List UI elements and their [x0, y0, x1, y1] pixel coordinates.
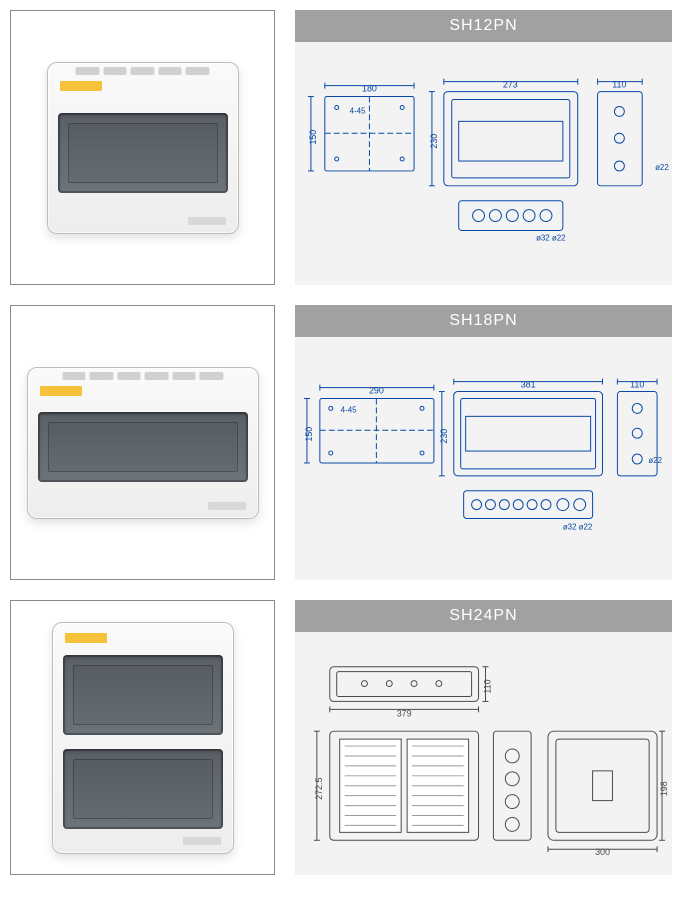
warning-label	[65, 633, 107, 643]
technical-drawing: 180 150 4-45 273 230 110	[295, 42, 672, 285]
product-photo	[27, 367, 259, 519]
dim-back-w: 290	[369, 386, 384, 396]
enclosure	[52, 622, 234, 854]
window-cover	[58, 113, 228, 193]
dim-front-w: 381	[521, 380, 536, 390]
nameplate	[208, 502, 246, 510]
product-photo-cell	[10, 305, 275, 580]
diagram-cell: SH12PN 180 150 4-45	[295, 10, 672, 285]
side-ko: ø22	[648, 456, 662, 465]
diagram-cell: SH24PN 379 110	[295, 600, 672, 875]
dim-back-w: 300	[595, 847, 610, 857]
model-title: SH24PN	[295, 600, 672, 632]
diagram-cell: SH18PN 290 150 4-45	[295, 305, 672, 580]
technical-drawing: 290 150 4-45 381 230 110	[295, 337, 672, 580]
nameplate	[188, 217, 226, 225]
top-vent	[76, 67, 209, 75]
enclosure	[47, 62, 239, 234]
model-title: SH12PN	[295, 10, 672, 42]
hole-label: 4-45	[350, 106, 366, 115]
warning-label	[40, 386, 82, 396]
hole-label: 4-45	[341, 405, 357, 414]
dim-front-h: 272.5	[314, 778, 324, 800]
window-cover	[63, 749, 223, 829]
nameplate	[183, 837, 221, 845]
dim-back-h: 150	[304, 427, 314, 442]
bottom-ko: ø32 ø22	[563, 522, 593, 531]
dim-front-h: 230	[439, 429, 449, 444]
dim-front-w: 273	[503, 80, 518, 90]
product-row: SH12PN 180 150 4-45	[10, 10, 672, 285]
dim-side-w: 110	[630, 380, 644, 390]
product-row: SH18PN 290 150 4-45	[10, 305, 672, 580]
dim-back-w: 180	[362, 84, 377, 94]
window-cover	[38, 412, 248, 482]
enclosure	[27, 367, 259, 519]
dim-side-w: 110	[612, 80, 626, 90]
product-row: SH24PN 379 110	[10, 600, 672, 875]
model-title: SH18PN	[295, 305, 672, 337]
side-ko: ø22	[655, 163, 669, 172]
dim-front-h: 230	[429, 134, 439, 149]
top-vent	[62, 372, 223, 380]
warning-label	[60, 81, 102, 91]
window-cover	[63, 655, 223, 735]
dim-back-h: 198	[659, 781, 669, 796]
dim-top-h: 110	[482, 679, 492, 693]
bottom-ko: ø32 ø22	[536, 233, 566, 242]
product-photo-cell	[10, 10, 275, 285]
product-photo	[52, 622, 234, 854]
product-photo-cell	[10, 600, 275, 875]
product-photo	[47, 62, 239, 234]
dim-back-h: 150	[308, 130, 318, 145]
technical-drawing: 379 110 272.5	[295, 632, 672, 875]
